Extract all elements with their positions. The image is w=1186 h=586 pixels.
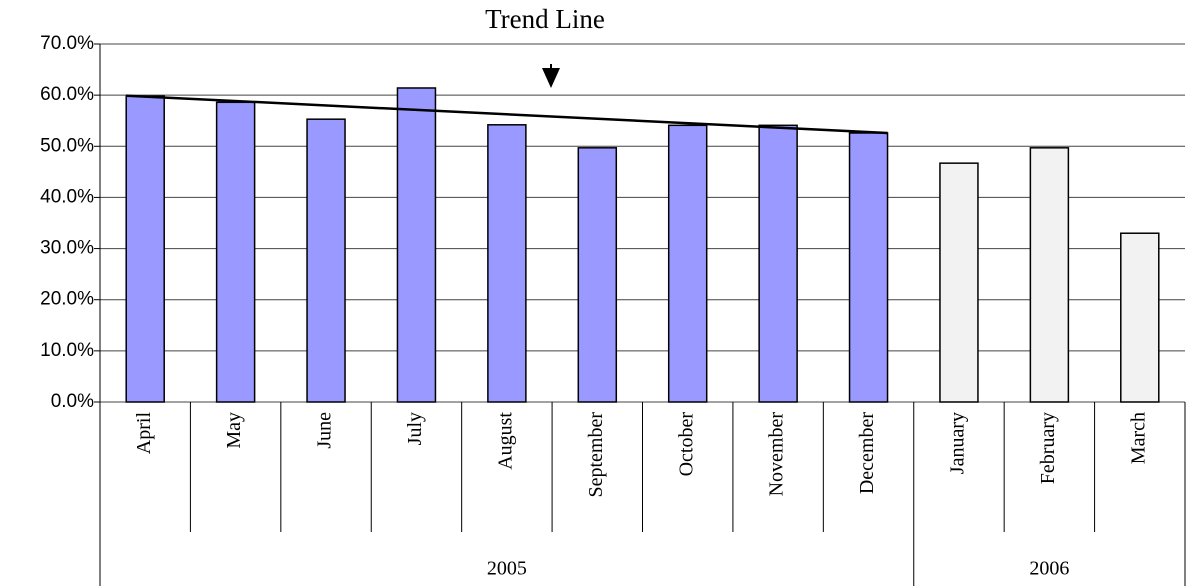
y-tick-label: 70.0% <box>40 33 94 54</box>
bar <box>758 124 798 403</box>
bar <box>939 162 979 403</box>
bar <box>1029 147 1070 403</box>
trend-line <box>126 94 888 135</box>
bar <box>1120 232 1160 403</box>
bar <box>306 118 346 403</box>
x-tick-label: December <box>856 412 878 495</box>
x-tick-label: May <box>223 412 245 449</box>
y-tick-label: 0.0% <box>51 391 94 412</box>
y-tick-label: 30.0% <box>40 238 94 259</box>
x-tick-label: November <box>766 412 788 497</box>
arrow-head <box>542 68 560 88</box>
annotation: Trend Line <box>485 4 605 34</box>
bar <box>396 87 437 403</box>
bar <box>487 124 527 403</box>
group-label: 2006 <box>1029 558 1069 580</box>
x-tick-label: July <box>404 412 426 445</box>
x-tick-label: June <box>314 412 336 449</box>
bar <box>125 95 165 403</box>
bar <box>667 124 708 403</box>
y-tick-label: 50.0% <box>40 135 94 156</box>
bar <box>577 147 618 403</box>
x-tick-label: April <box>133 412 155 455</box>
bar <box>848 132 889 403</box>
x-tick-label: January <box>947 412 969 474</box>
x-tick-label: August <box>494 412 516 470</box>
y-tick-label: 40.0% <box>40 186 94 207</box>
x-tick-label: September <box>585 412 607 498</box>
x-tick-label: February <box>1037 412 1059 484</box>
x-tick-label: October <box>675 412 697 477</box>
y-tick-label: 60.0% <box>40 84 94 105</box>
bar <box>215 101 256 403</box>
y-tick-label: 20.0% <box>40 289 94 310</box>
y-tick-label: 10.0% <box>40 340 94 361</box>
x-tick-label: March <box>1127 412 1149 464</box>
group-label: 2005 <box>487 558 527 580</box>
